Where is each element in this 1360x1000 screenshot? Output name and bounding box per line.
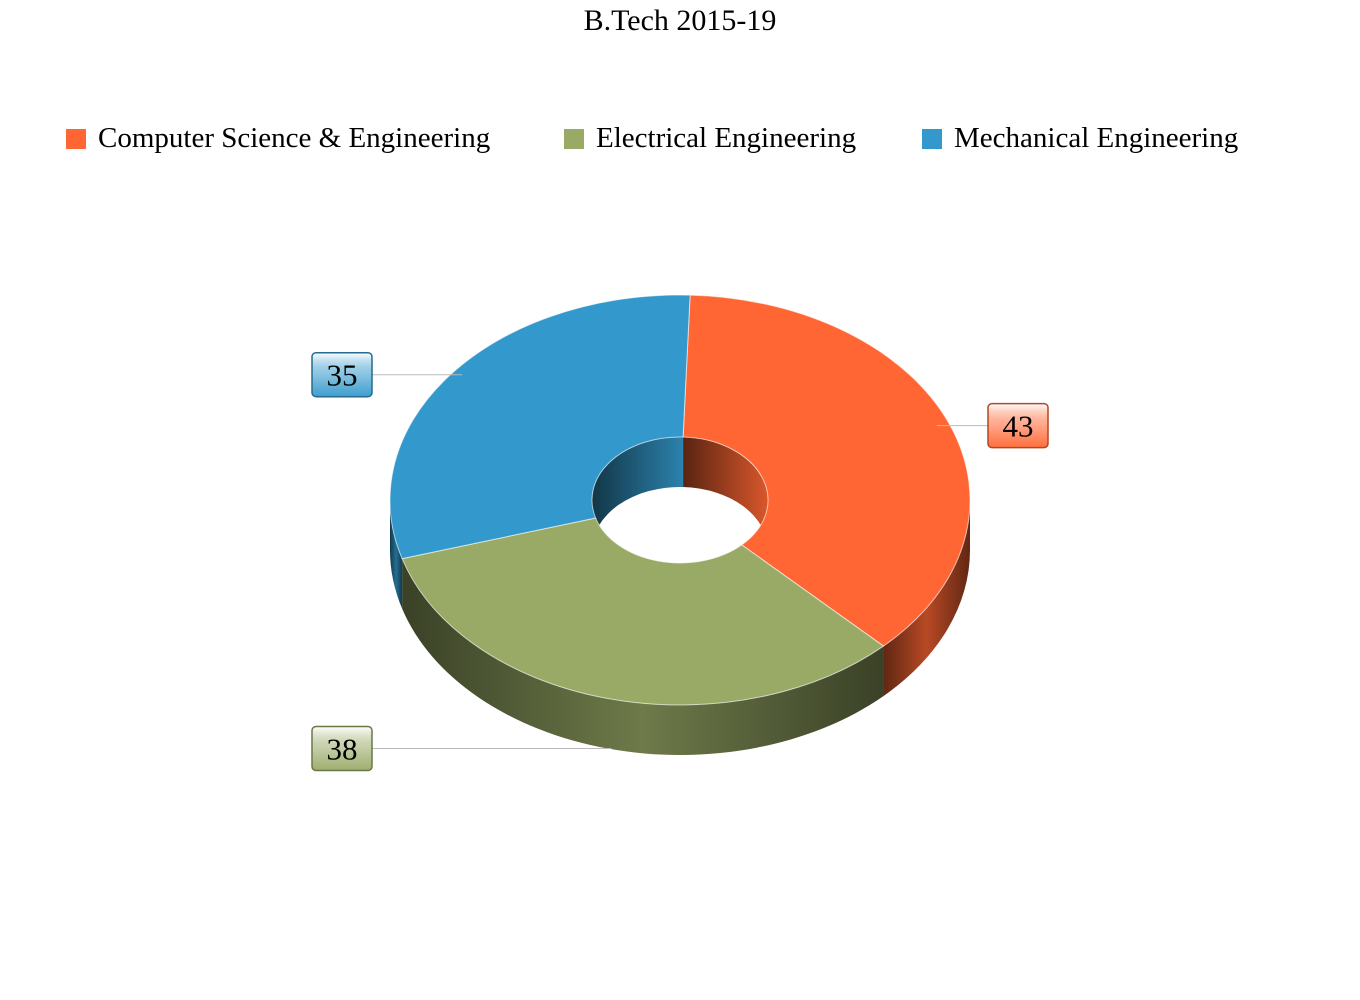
slice-side-me: [390, 500, 403, 609]
slice-tops: [389, 294, 971, 706]
slice-inner-wall-me: [592, 437, 684, 550]
legend-label-ee: Electrical Engineering: [596, 122, 857, 154]
legend: Computer Science & Engineering Electrica…: [0, 122, 1360, 158]
slice-side-cse: [883, 500, 970, 697]
legend-swatch-ee: [564, 128, 584, 149]
data-label-cse: 43: [1003, 409, 1034, 444]
slice-inner-wall-cse: [683, 437, 768, 550]
data-labels: 43 38 35: [311, 351, 1049, 772]
legend-swatch-cse: [66, 128, 86, 149]
legend-item-me[interactable]: Mechanical Engineering: [922, 122, 1238, 155]
slice-cse[interactable]: [682, 294, 971, 647]
data-label-box-me: [311, 351, 373, 398]
data-label-ee: 38: [327, 732, 358, 767]
data-label-me: 35: [327, 358, 358, 393]
chart-title: B.Tech 2015-19: [583, 4, 777, 37]
legend-label-me: Mechanical Engineering: [954, 122, 1239, 154]
legend-item-ee[interactable]: Electrical Engineering: [564, 122, 856, 155]
legend-swatch-me: [922, 128, 942, 149]
data-label-box-cse: [987, 402, 1049, 449]
legend-item-cse[interactable]: Computer Science & Engineering: [66, 122, 490, 155]
slice-ee[interactable]: [401, 517, 885, 706]
legend-label-cse: Computer Science & Engineering: [98, 122, 491, 154]
slice-side-ee: [402, 558, 884, 756]
slice-me[interactable]: [389, 294, 691, 560]
data-label-box-ee: [311, 725, 373, 772]
slice-sides: [390, 437, 970, 756]
